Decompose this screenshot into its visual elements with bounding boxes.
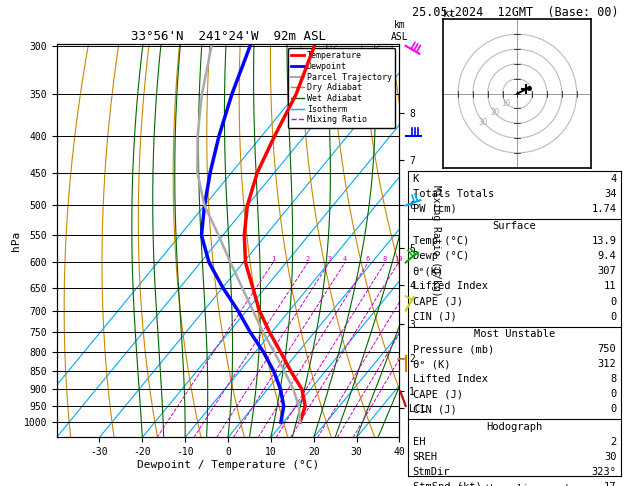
- Text: Totals Totals: Totals Totals: [413, 189, 494, 199]
- Text: 2: 2: [306, 257, 310, 262]
- Text: CIN (J): CIN (J): [413, 404, 457, 415]
- Text: SREH: SREH: [413, 452, 438, 462]
- Y-axis label: hPa: hPa: [11, 230, 21, 251]
- Text: Most Unstable: Most Unstable: [474, 329, 555, 339]
- Text: 750: 750: [598, 344, 616, 354]
- Text: 17: 17: [604, 482, 616, 486]
- Text: StmDir: StmDir: [413, 467, 450, 477]
- Text: 4: 4: [343, 257, 347, 262]
- Text: 1: 1: [271, 257, 276, 262]
- Text: K: K: [413, 174, 419, 184]
- Text: © weatheronline.co.uk: © weatheronline.co.uk: [458, 484, 571, 486]
- Text: 30: 30: [604, 452, 616, 462]
- Text: θᵉ(K): θᵉ(K): [413, 266, 444, 277]
- Text: 0: 0: [610, 296, 616, 307]
- Text: PW (cm): PW (cm): [413, 204, 457, 214]
- Text: kt: kt: [443, 9, 457, 18]
- Text: 1.74: 1.74: [591, 204, 616, 214]
- Text: 3: 3: [327, 257, 331, 262]
- Text: CIN (J): CIN (J): [413, 312, 457, 322]
- Text: 34: 34: [604, 189, 616, 199]
- Text: 4: 4: [610, 174, 616, 184]
- Text: CAPE (J): CAPE (J): [413, 389, 462, 399]
- Text: Temp (°C): Temp (°C): [413, 236, 469, 246]
- X-axis label: Dewpoint / Temperature (°C): Dewpoint / Temperature (°C): [137, 460, 319, 470]
- Text: 10: 10: [501, 99, 511, 107]
- Text: Lifted Index: Lifted Index: [413, 374, 487, 384]
- Text: CAPE (J): CAPE (J): [413, 296, 462, 307]
- Text: 8: 8: [383, 257, 387, 262]
- Text: 307: 307: [598, 266, 616, 277]
- Text: 0: 0: [610, 404, 616, 415]
- Title: 33°56'N  241°24'W  92m ASL: 33°56'N 241°24'W 92m ASL: [130, 30, 326, 43]
- Text: 9.4: 9.4: [598, 251, 616, 261]
- Text: EH: EH: [413, 437, 425, 447]
- Text: Surface: Surface: [493, 221, 537, 231]
- Text: Pressure (mb): Pressure (mb): [413, 344, 494, 354]
- Text: 6: 6: [366, 257, 370, 262]
- Text: 312: 312: [598, 359, 616, 369]
- Text: 30: 30: [479, 118, 488, 127]
- Text: 13.9: 13.9: [591, 236, 616, 246]
- Text: Dewp (°C): Dewp (°C): [413, 251, 469, 261]
- Text: 20: 20: [490, 108, 499, 117]
- Text: 8: 8: [610, 374, 616, 384]
- Text: 0: 0: [610, 312, 616, 322]
- Text: 11: 11: [604, 281, 616, 292]
- Text: 25.05.2024  12GMT  (Base: 00): 25.05.2024 12GMT (Base: 00): [413, 6, 619, 19]
- Legend: Temperature, Dewpoint, Parcel Trajectory, Dry Adiabat, Wet Adiabat, Isotherm, Mi: Temperature, Dewpoint, Parcel Trajectory…: [287, 48, 395, 127]
- Text: 0: 0: [610, 389, 616, 399]
- Text: 323°: 323°: [591, 467, 616, 477]
- Text: StmSpd (kt): StmSpd (kt): [413, 482, 481, 486]
- Text: Lifted Index: Lifted Index: [413, 281, 487, 292]
- Y-axis label: Mixing Ratio (g/kg): Mixing Ratio (g/kg): [431, 185, 441, 296]
- Text: 10: 10: [394, 257, 403, 262]
- Text: Hodograph: Hodograph: [486, 422, 543, 432]
- Text: θᵉ (K): θᵉ (K): [413, 359, 450, 369]
- Text: km
ASL: km ASL: [391, 20, 408, 42]
- Text: 2: 2: [610, 437, 616, 447]
